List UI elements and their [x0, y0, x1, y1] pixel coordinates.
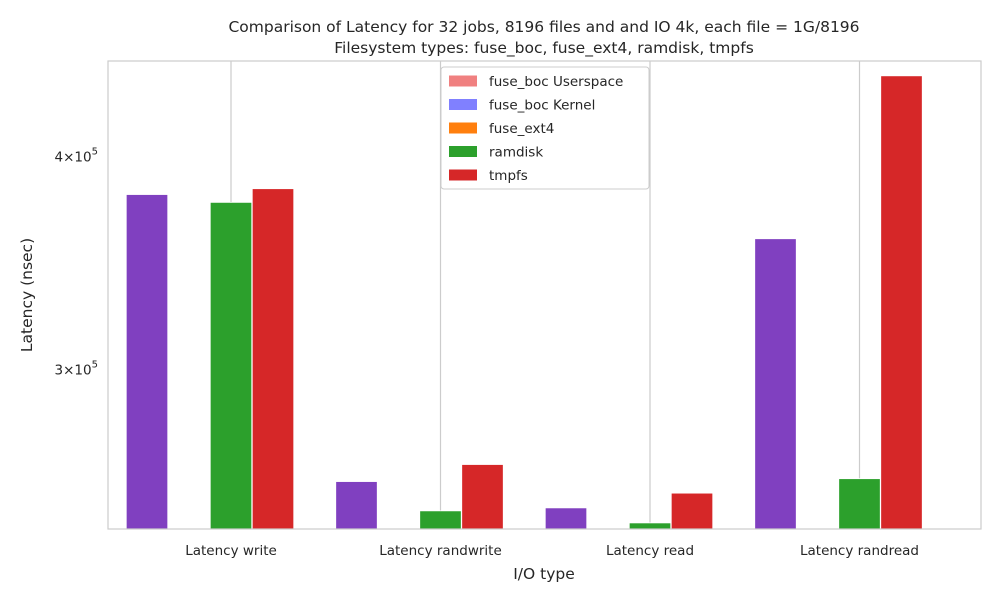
y-tick-label: 4×105: [55, 146, 98, 165]
bar-fuse-boc-kernel-2: [544, 507, 588, 530]
x-axis-label: I/O type: [513, 565, 575, 583]
legend-swatch: [449, 75, 477, 87]
bar-ramdisk-2: [628, 522, 672, 530]
x-tick-label: Latency read: [606, 543, 694, 559]
legend-label: fuse_ext4: [489, 121, 554, 137]
bar-ramdisk-1: [419, 510, 462, 530]
bar-tmpfs-1: [461, 464, 504, 530]
legend-label: tmpfs: [489, 168, 528, 184]
bars: [125, 75, 923, 530]
legend-swatch: [449, 146, 477, 157]
plot-frame: [107, 60, 982, 530]
legend-label: fuse_boc Userspace: [489, 74, 623, 90]
chart-title: Comparison of Latency for 32 jobs, 8196 …: [228, 18, 859, 36]
legend-swatch: [449, 122, 477, 134]
x-tick-label: Latency write: [185, 543, 277, 559]
bar-fuse-boc-kernel-3: [754, 238, 797, 530]
legend-label: fuse_boc Kernel: [489, 98, 595, 114]
legend: fuse_boc Userspace fuse_boc Kernel fuse_ex…: [440, 66, 650, 190]
bar-tmpfs-3: [880, 75, 923, 530]
bar-ramdisk-3: [838, 478, 881, 530]
bar-fuse-boc-kernel-1: [335, 481, 378, 530]
legend-swatch: [449, 99, 477, 110]
bar-tmpfs-2: [670, 492, 714, 530]
y-tick-label: 3×105: [55, 360, 98, 379]
legend-box: [440, 66, 650, 190]
y-ticks: 3×105 4×105: [55, 146, 98, 378]
bar-tmpfs-0: [251, 188, 295, 530]
bar-ramdisk-0: [209, 201, 253, 530]
bar-fuse-boc-kernel-0: [125, 194, 169, 530]
chart-subtitle: Filesystem types: fuse_boc, fuse_ext4, r…: [334, 39, 754, 58]
x-tick-label: Latency randwrite: [379, 543, 502, 559]
x-tick-label: Latency randread: [800, 543, 919, 559]
legend-swatch: [449, 169, 477, 181]
y-axis-label: Latency (nsec): [18, 238, 36, 352]
legend-label: ramdisk: [489, 145, 543, 161]
x-ticks: Latency write Latency randwrite Latency re…: [185, 543, 919, 559]
